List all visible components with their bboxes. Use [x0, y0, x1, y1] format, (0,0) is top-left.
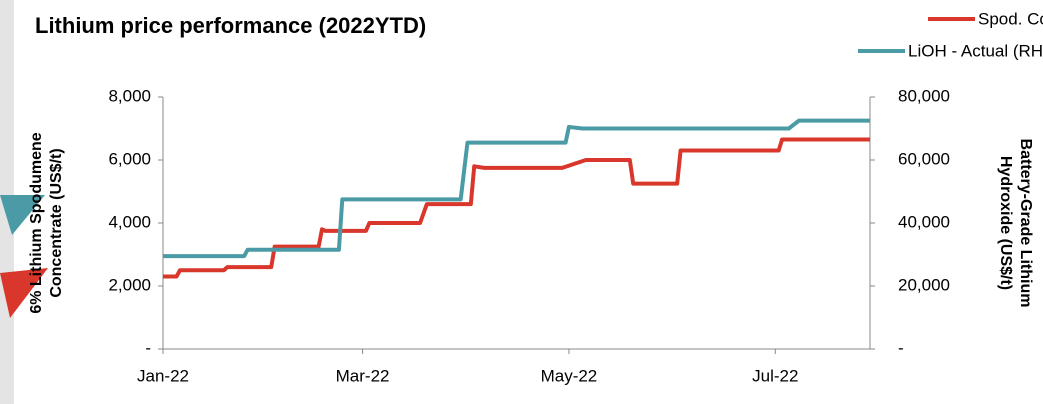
x-tick-label: Jul-22: [752, 366, 798, 385]
y2-tick-label: 40,000: [898, 212, 950, 231]
y-tick-label: 4,000: [108, 212, 151, 231]
y-axis-label: 6% Lithium Spodumene: [28, 132, 45, 313]
y-tick-label: -: [145, 338, 151, 357]
x-tick-label: Jan-22: [137, 366, 189, 385]
legend-label: LiOH - Actual (RHS): [908, 41, 1043, 60]
y2-tick-label: 60,000: [898, 149, 950, 168]
cut-shape: [0, 268, 48, 318]
x-tick-label: Mar-22: [336, 366, 390, 385]
y-tick-label: 2,000: [108, 275, 151, 294]
legend-label: Spod. Concentrate - Actual (LHS): [978, 9, 1043, 28]
series-line: [163, 118, 870, 259]
series-line: [163, 137, 870, 279]
y2-axis-label: Hydroxide (US$/t): [997, 156, 1014, 290]
y2-axis-label: Battery-Grade Lithium: [1017, 139, 1034, 308]
cut-shape: [0, 195, 45, 235]
y2-tick-label: -: [898, 338, 904, 357]
y-axis-label: Concentrate (US$/t): [48, 148, 65, 297]
x-tick-label: May-22: [541, 366, 598, 385]
y-tick-label: 8,000: [108, 86, 151, 105]
y-tick-label: 6,000: [108, 149, 151, 168]
y2-tick-label: 20,000: [898, 275, 950, 294]
chart-title: Lithium price performance (2022YTD): [35, 13, 426, 38]
y2-tick-label: 80,000: [898, 86, 950, 105]
